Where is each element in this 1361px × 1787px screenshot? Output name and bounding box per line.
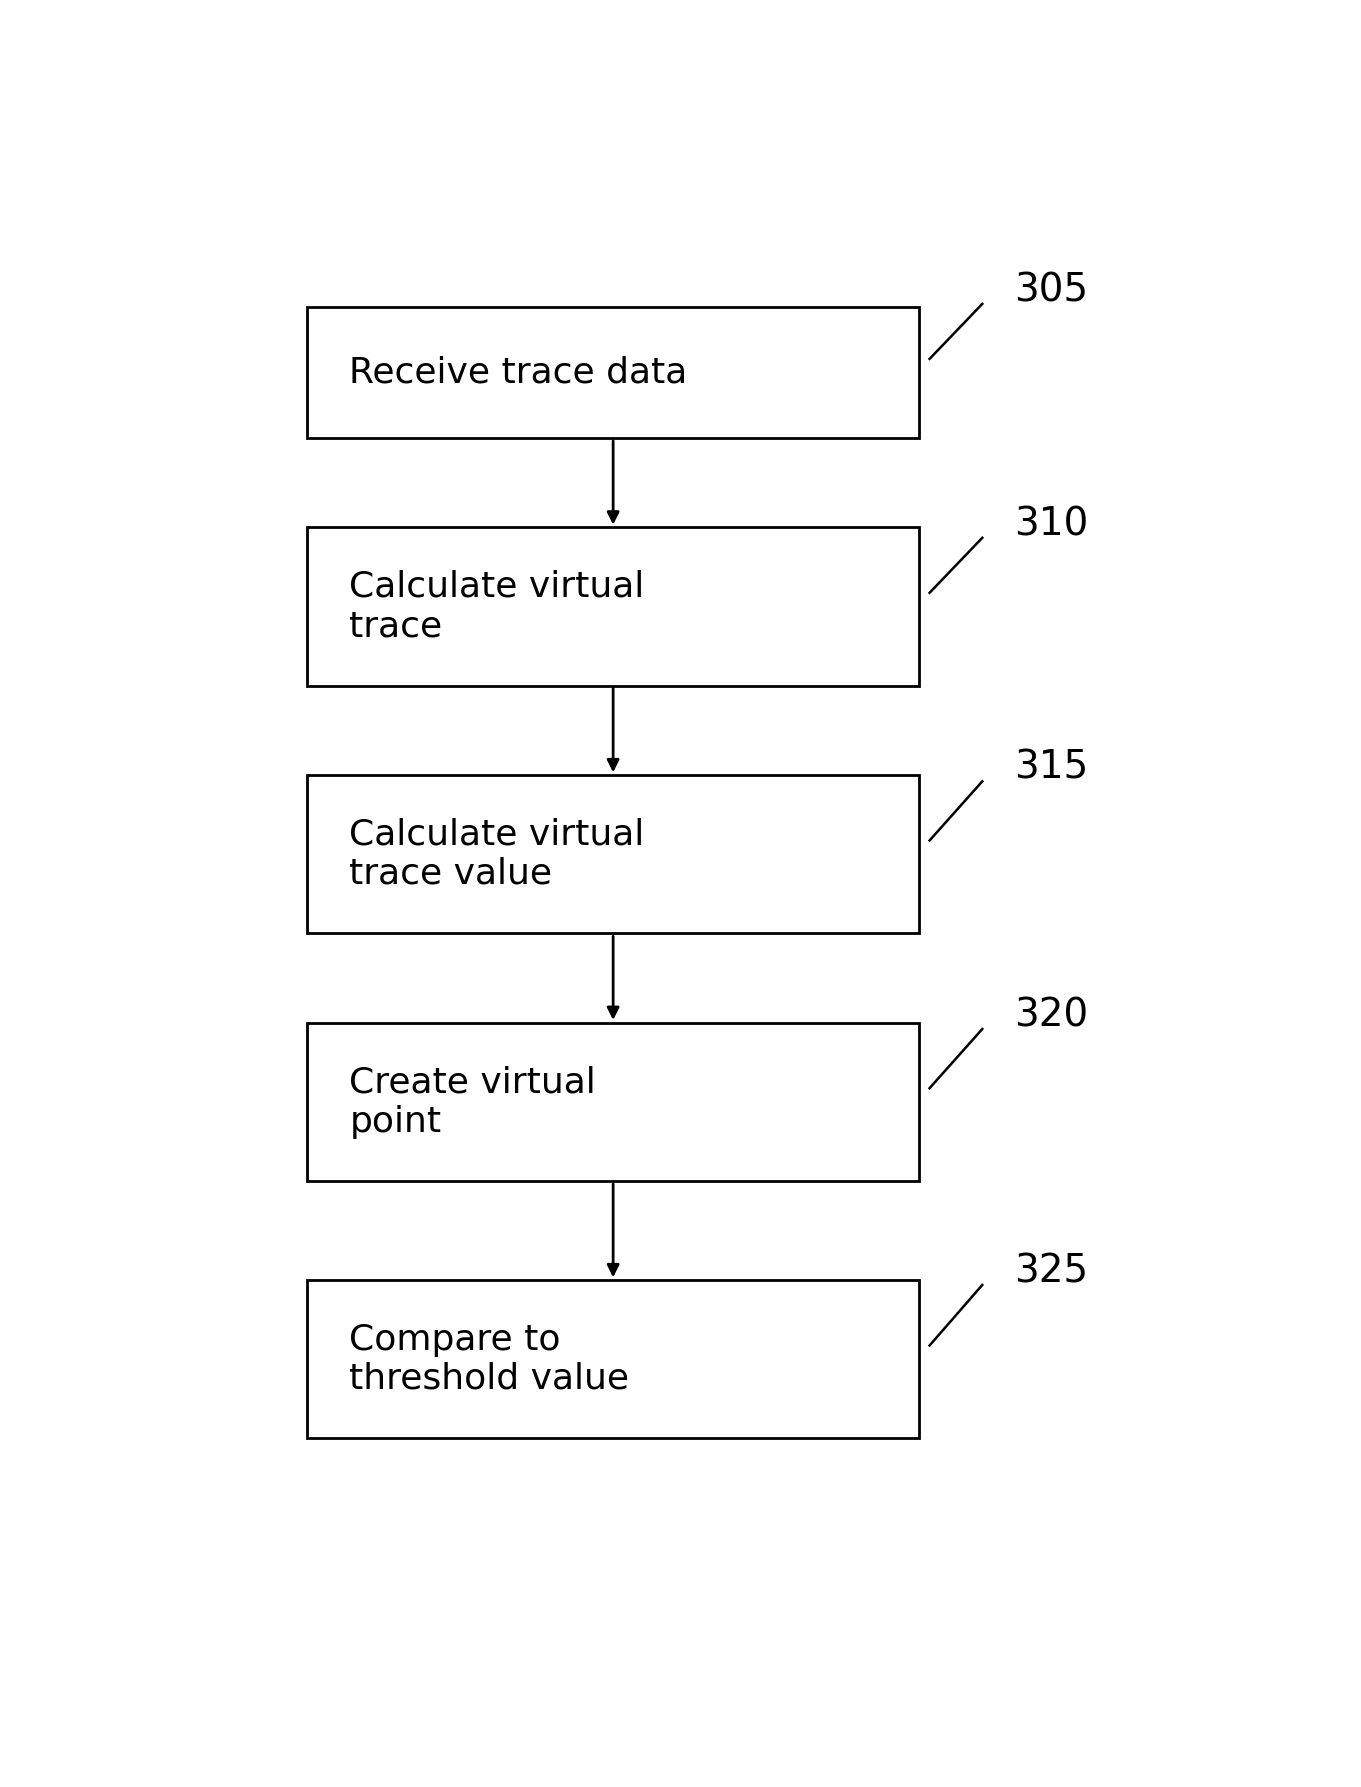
Bar: [308, 307, 919, 438]
Text: Create virtual
point: Create virtual point: [350, 1065, 596, 1138]
Text: Calculate virtual
trace: Calculate virtual trace: [350, 570, 645, 643]
Bar: [308, 527, 919, 686]
Bar: [308, 776, 919, 933]
Text: 325: 325: [1014, 1253, 1087, 1290]
Text: Compare to
threshold value: Compare to threshold value: [350, 1322, 629, 1396]
Text: 315: 315: [1014, 749, 1089, 786]
Bar: [308, 1022, 919, 1181]
Text: 305: 305: [1014, 272, 1087, 309]
Text: 310: 310: [1014, 506, 1089, 543]
Text: Calculate virtual
trace value: Calculate virtual trace value: [350, 818, 645, 892]
Text: 320: 320: [1014, 997, 1089, 1035]
Bar: [308, 1279, 919, 1439]
Text: Receive trace data: Receive trace data: [350, 356, 687, 390]
